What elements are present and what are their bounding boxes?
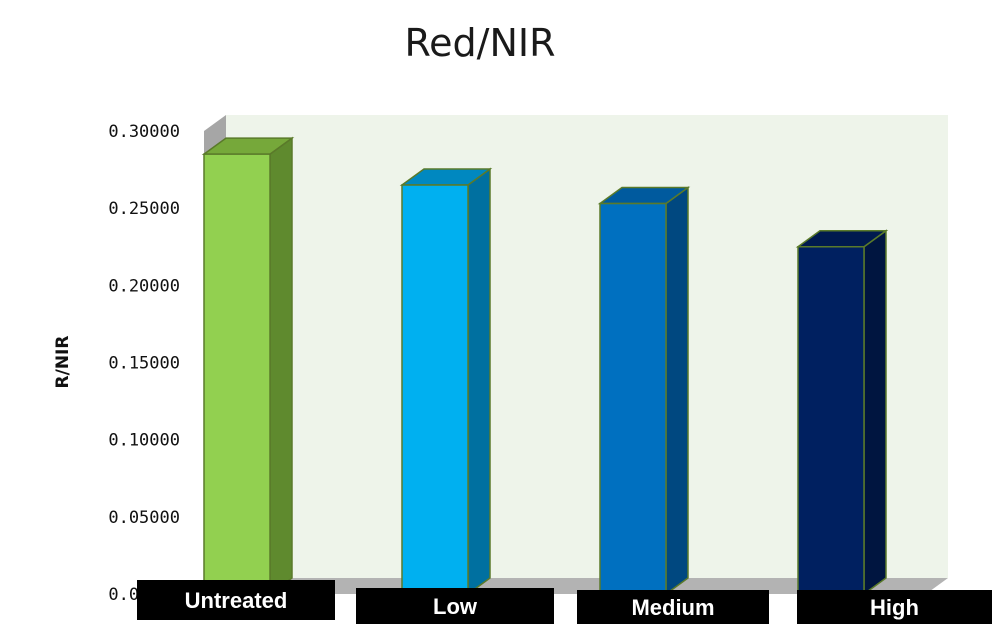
bar-side-face	[665, 186, 689, 596]
y-tick-label: 0.30000	[108, 122, 180, 142]
category-label-box	[356, 588, 554, 624]
bar-high	[795, 229, 889, 596]
bar-side-face	[863, 229, 887, 596]
y-tick-label: 0.15000	[108, 354, 180, 374]
category-label-box	[577, 590, 769, 624]
category-label: Medium	[577, 590, 769, 624]
category-label-text: High	[870, 595, 919, 620]
bars	[201, 136, 889, 596]
y-tick-label: 0.05000	[108, 508, 180, 528]
category-labels: Untreated Low Medium High	[137, 580, 992, 624]
bar-untreated	[201, 136, 295, 596]
bar-front-face	[599, 202, 667, 595]
bar-side-face	[467, 167, 491, 596]
category-label: High	[797, 590, 992, 624]
bar-side-face	[269, 136, 293, 596]
bar-front-face	[401, 184, 469, 595]
category-label-text: Medium	[631, 595, 714, 620]
y-tick-label: 0.20000	[108, 276, 180, 296]
y-tick-label: 0.25000	[108, 199, 180, 219]
category-label: Untreated	[137, 580, 335, 620]
category-label-box	[137, 580, 335, 620]
category-label: Low	[356, 588, 554, 624]
chart-title: Red/NIR	[404, 21, 555, 65]
bar-front-face	[203, 153, 271, 595]
category-label-box	[797, 590, 992, 624]
y-axis-ticks: 0.000000.050000.100000.150000.200000.250…	[108, 122, 180, 605]
category-label-text: Low	[433, 594, 478, 619]
bar-low	[399, 167, 493, 596]
bar-medium	[597, 186, 691, 596]
y-tick-label: 0.10000	[108, 431, 180, 451]
category-label-text: Untreated	[185, 588, 288, 613]
bar-front-face	[797, 246, 865, 595]
y-axis-label: R/NIR	[53, 336, 73, 389]
